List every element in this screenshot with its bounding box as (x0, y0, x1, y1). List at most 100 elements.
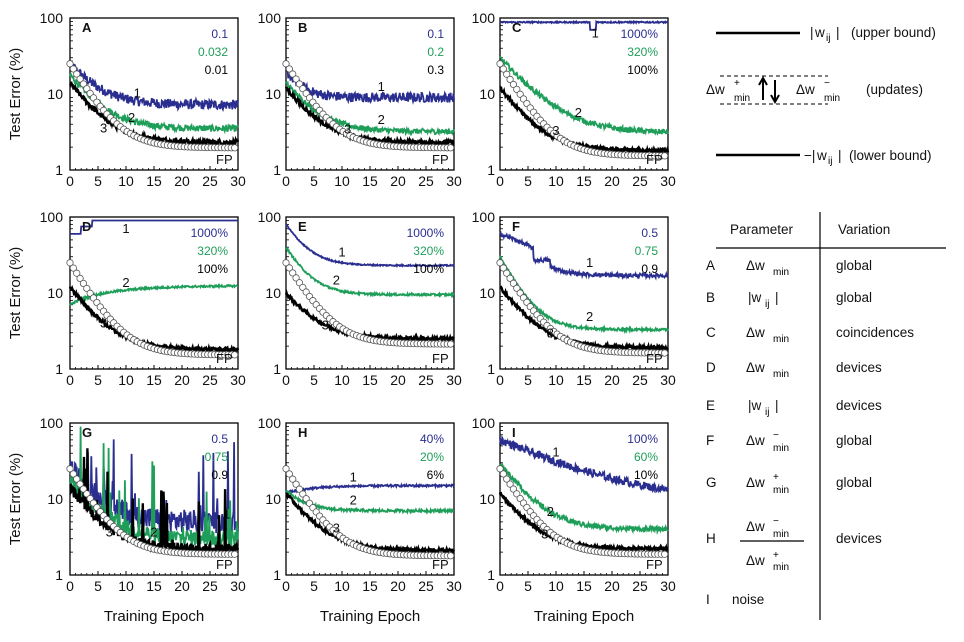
fp-marker (292, 274, 300, 282)
delta-w-minus-sup: − (824, 78, 830, 89)
fp-marker (503, 70, 511, 78)
param-delta-w: Δw (746, 325, 765, 340)
fp-marker (295, 80, 304, 88)
table-row: B |w ij | global (706, 290, 872, 310)
param-delta-w: Δw (746, 475, 765, 490)
fp-label: FP (216, 351, 233, 366)
fp-marker (231, 550, 239, 558)
curve-label: 3 (541, 527, 548, 542)
fp-marker (66, 465, 74, 473)
x-tick-label: 0 (496, 173, 504, 189)
x-tick-label: 30 (230, 372, 246, 388)
fp-marker (447, 340, 455, 348)
x-tick-label: 10 (548, 173, 564, 189)
legend-entry: 40% (420, 432, 444, 446)
legend-entry: 100% (197, 262, 228, 276)
series-line-3 (284, 86, 455, 149)
curve-label: 2 (378, 112, 385, 127)
fp-marker (661, 550, 669, 558)
fp-marker (79, 80, 88, 88)
table-row-letter: E (706, 398, 715, 413)
param-sub: min (773, 267, 789, 278)
y-tick-label: 100 (258, 415, 282, 431)
panel-D: 0 5 10 15 20 25 30 1 10 100 FP D 1000% 320% 100% 1 2 3 Tes… (7, 209, 246, 388)
x-tick-label: 10 (548, 372, 564, 388)
y-axis-label: Test Error (%) (7, 247, 24, 340)
legend-entry: 0.9 (641, 262, 658, 276)
x-tick-label: 20 (174, 173, 190, 189)
table-row-variation: global (836, 475, 872, 490)
param-sub: ij (765, 407, 769, 418)
curve-label: 1 (223, 507, 230, 522)
panel-letter: I (512, 425, 516, 440)
series-line-2 (499, 255, 669, 335)
fp-marker (289, 70, 297, 78)
curve-label: 3 (100, 121, 107, 136)
upper-bound-w: w (814, 25, 825, 40)
y-tick-label: 10 (479, 491, 495, 507)
curve-label: 2 (128, 110, 135, 125)
x-tick-label: 0 (66, 173, 74, 189)
fp-marker (289, 475, 297, 483)
x-tick-label: 15 (362, 173, 378, 189)
legend-entry: 0.9 (211, 468, 228, 482)
x-tick-label: 0 (282, 578, 290, 594)
legend-entry: 6% (427, 468, 445, 482)
table-row-variation: devices (836, 360, 882, 375)
x-tick-label: 15 (362, 578, 378, 594)
legend-entry: 0.75 (205, 450, 229, 464)
fp-marker (496, 465, 504, 473)
y-tick-label: 100 (258, 209, 282, 225)
x-axis-label: Training Epoch (320, 608, 420, 625)
fp-marker (231, 351, 239, 359)
legend-entry: 100% (413, 262, 444, 276)
fp-marker (282, 259, 290, 267)
x-tick-label: 25 (418, 372, 434, 388)
series-line-1 (285, 482, 455, 495)
y-tick-label: 1 (487, 162, 495, 178)
fp-marker (295, 485, 304, 493)
curve-label: 1 (552, 445, 559, 460)
x-tick-label: 25 (632, 578, 648, 594)
panel-letter: E (298, 219, 307, 234)
param-sub: min (773, 485, 789, 496)
fp-label: FP (646, 152, 663, 167)
delta-w-minus: Δw (796, 82, 815, 97)
fp-marker (231, 144, 239, 152)
fp-marker (503, 269, 511, 277)
param-sup: − (773, 430, 779, 441)
x-tick-label: 0 (496, 578, 504, 594)
table-row: G Δw + min global (706, 472, 872, 496)
y-tick-label: 10 (265, 491, 281, 507)
param-abs-close: | (775, 398, 779, 413)
fp-marker (292, 480, 300, 488)
legend-entry: 1000% (191, 226, 229, 240)
curve-label: 1 (122, 221, 129, 236)
x-tick-label: 10 (334, 372, 350, 388)
x-tick-label: 25 (632, 173, 648, 189)
fp-marker (76, 480, 84, 488)
x-axis-label: Training Epoch (104, 608, 204, 625)
panel-I: 0 5 10 15 20 25 30 1 10 100 FP I 100% 60% 10% 1 2 3 Traini… (472, 415, 676, 625)
param-delta-w: Δw (746, 258, 765, 273)
x-tick-label: 5 (524, 578, 532, 594)
fp-marker (499, 470, 507, 478)
y-tick-label: 100 (40, 209, 64, 225)
curve-label: 3 (547, 325, 554, 340)
fp-marker (506, 480, 514, 488)
x-tick-label: 15 (146, 578, 162, 594)
fp-marker (513, 284, 521, 292)
table-row-variation: devices (836, 398, 882, 413)
y-tick-label: 100 (472, 10, 496, 26)
y-tick-label: 1 (487, 567, 495, 583)
lower-bound-ij: ij (828, 156, 832, 167)
legend-entry: 0.5 (641, 226, 658, 240)
y-tick-label: 10 (47, 491, 63, 507)
curve-label: 3 (322, 318, 329, 333)
table-row: A Δw min global (706, 258, 872, 278)
series-line-2 (499, 462, 669, 536)
x-tick-label: 15 (146, 372, 162, 388)
x-tick-label: 30 (660, 578, 676, 594)
param-numerator: Δw (746, 519, 765, 534)
